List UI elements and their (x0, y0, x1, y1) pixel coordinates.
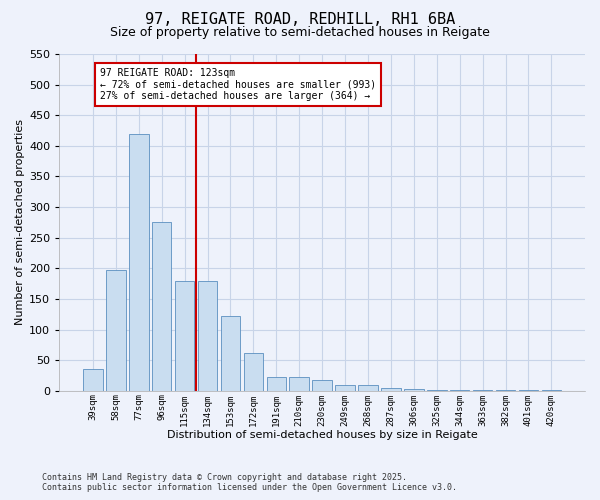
Bar (152, 222, 172, 391)
Y-axis label: Number of semi-detached properties: Number of semi-detached properties (15, 120, 25, 326)
Bar (358, 384, 378, 391)
Bar (175, 280, 194, 391)
Bar (519, 390, 538, 391)
Bar (335, 384, 355, 391)
Bar (496, 390, 515, 391)
Bar (266, 378, 286, 391)
Text: Contains HM Land Registry data © Crown copyright and database right 2025.
Contai: Contains HM Land Registry data © Crown c… (42, 473, 457, 492)
Bar (404, 389, 424, 391)
Bar (381, 388, 401, 391)
Bar (473, 390, 493, 391)
Bar (313, 380, 332, 391)
Bar (83, 370, 103, 391)
Bar (289, 378, 309, 391)
Bar (542, 390, 561, 391)
Bar (244, 353, 263, 391)
X-axis label: Distribution of semi-detached houses by size in Reigate: Distribution of semi-detached houses by … (167, 430, 478, 440)
Text: 97 REIGATE ROAD: 123sqm
← 72% of semi-detached houses are smaller (993)
27% of s: 97 REIGATE ROAD: 123sqm ← 72% of semi-de… (100, 68, 376, 102)
Bar (450, 390, 469, 391)
Bar (106, 270, 125, 391)
Bar (129, 134, 149, 391)
Bar (221, 316, 240, 391)
Bar (198, 280, 217, 391)
Text: Size of property relative to semi-detached houses in Reigate: Size of property relative to semi-detach… (110, 26, 490, 39)
Text: 97, REIGATE ROAD, REDHILL, RH1 6BA: 97, REIGATE ROAD, REDHILL, RH1 6BA (145, 12, 455, 28)
Bar (427, 390, 446, 391)
